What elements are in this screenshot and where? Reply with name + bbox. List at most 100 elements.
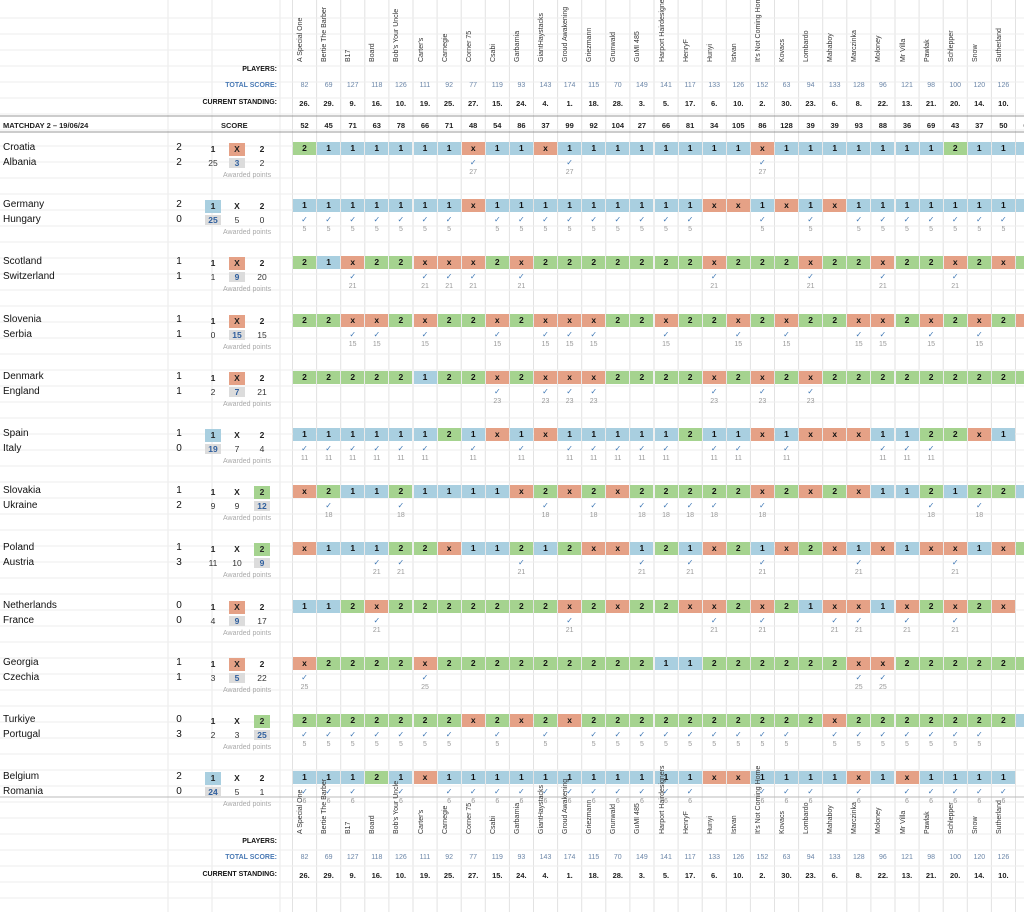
prediction-cell: 2 [630, 485, 654, 498]
away-team: Portugal [3, 729, 41, 740]
prediction-cell: 2 [341, 371, 365, 384]
player-matchday-points: 104 [611, 121, 625, 130]
player-standing: 6. [831, 871, 838, 880]
outcome-count: 3 [234, 730, 240, 740]
player-standing: 26. [299, 871, 310, 880]
correct-check-icon: ✓ [614, 215, 622, 224]
awarded-points: 5 [615, 741, 620, 748]
away-goals: 0 [176, 615, 182, 626]
prediction-cell: x [582, 314, 606, 327]
prediction-cell: 1 [317, 428, 341, 441]
prediction-cell: 1 [654, 142, 678, 155]
prediction-cell: 1 [678, 142, 702, 155]
prediction-cell: 2 [413, 714, 437, 727]
correct-check-icon: ✓ [686, 501, 694, 510]
outcome-count: 5 [234, 215, 240, 225]
awarded-points-label: Awarded points [223, 458, 272, 465]
prediction-cell: 1 [750, 771, 774, 784]
correct-check-icon: ✓ [662, 787, 670, 796]
player-total-score: 127 [346, 854, 359, 861]
correct-check-icon: ✓ [349, 272, 357, 281]
player-standing: 9. [349, 99, 356, 108]
prediction-cell: x [823, 199, 847, 212]
away-goals: 1 [176, 672, 182, 683]
correct-check-icon: ✓ [662, 730, 670, 739]
correct-check-icon: ✓ [927, 501, 935, 510]
prediction-cell: x [558, 314, 582, 327]
prediction-cell: x [678, 600, 702, 613]
prediction-cell: 2 [895, 371, 919, 384]
home-goals: 2 [176, 771, 182, 782]
player-name: Lombardo [803, 30, 811, 62]
awarded-points: 18 [637, 512, 646, 519]
awarded-points: 6 [350, 798, 355, 805]
player-standing: 6. [711, 99, 718, 108]
awarded-points: 5 [639, 226, 644, 233]
awarded-points: 11 [782, 455, 791, 462]
prediction-cell: x [823, 600, 847, 613]
correct-check-icon: ✓ [325, 215, 332, 224]
awarded-points: 18 [927, 512, 935, 519]
awarded-points: 21 [758, 569, 767, 576]
prediction-cell: 1 [485, 485, 509, 498]
player-name: Board [369, 43, 377, 62]
prediction-cell: 1 [437, 771, 461, 784]
correct-check-icon: ✓ [542, 330, 549, 339]
outcome-header: 1 [210, 316, 216, 326]
prediction-cell: 1 [919, 142, 943, 155]
correct-check-icon: ✓ [638, 787, 646, 796]
correct-check-icon: ✓ [349, 444, 357, 453]
correct-check-icon: ✓ [686, 215, 694, 224]
prediction-cell: 1 [750, 199, 774, 212]
awarded-points: 5 [880, 741, 885, 748]
player-matchday-points: 78 [396, 121, 406, 130]
correct-check-icon: ✓ [855, 787, 863, 796]
awarded-points-label: Awarded points [223, 401, 272, 408]
prediction-cell: 1 [606, 428, 630, 441]
awarded-points: 21 [372, 627, 381, 634]
player-name: Pawlak [923, 39, 931, 62]
correct-check-icon: ✓ [542, 501, 549, 510]
correct-check-icon: ✓ [975, 501, 983, 510]
prediction-cell: x [485, 371, 509, 384]
correct-check-icon: ✓ [566, 215, 573, 224]
prediction-cell: 2 [630, 314, 654, 327]
player-standing: 10. [733, 871, 744, 880]
prediction-cell: 2 [919, 371, 943, 384]
prediction-cell: x [943, 256, 967, 269]
player-matchday-points: 37 [541, 121, 550, 130]
correct-check-icon: ✓ [469, 787, 477, 796]
outcome-header: 2 [254, 715, 270, 728]
correct-check-icon: ✓ [903, 730, 911, 739]
correct-check-icon: ✓ [542, 787, 549, 796]
correct-check-icon: ✓ [445, 272, 453, 281]
correct-check-icon: ✓ [710, 387, 718, 396]
prediction-cell: 1 [1016, 714, 1024, 727]
awarded-points: 18 [758, 512, 767, 519]
prediction-cell: 2 [461, 600, 485, 613]
correct-check-icon: ✓ [325, 444, 332, 453]
correct-check-icon: ✓ [493, 730, 501, 739]
player-name: Moloney [875, 807, 883, 834]
prediction-cell: 1 [726, 142, 750, 155]
awarded-points: 18 [541, 512, 550, 519]
outcome-count: 1 [259, 787, 265, 797]
awarded-points: 15 [541, 341, 550, 348]
away-team: England [3, 386, 40, 397]
prediction-cell: 2 [654, 485, 678, 498]
awarded-points: 21 [445, 283, 453, 290]
player-total-score: 98 [927, 854, 935, 861]
prediction-cell: x [919, 314, 943, 327]
prediction-cell: 2 [750, 256, 774, 269]
awarded-points: 27 [469, 169, 478, 176]
awarded-points: 6 [326, 798, 331, 805]
prediction-cell: 2 [389, 714, 413, 727]
player-total-score: 111 [419, 82, 431, 89]
prediction-cell: x [775, 314, 798, 327]
prediction-cell: 2 [726, 714, 750, 727]
correct-check-icon: ✓ [975, 730, 983, 739]
player-total-score: 117 [684, 82, 696, 89]
correct-check-icon: ✓ [951, 730, 959, 739]
player-total-score: 96 [878, 854, 887, 861]
outcome-count: 20 [257, 272, 267, 282]
